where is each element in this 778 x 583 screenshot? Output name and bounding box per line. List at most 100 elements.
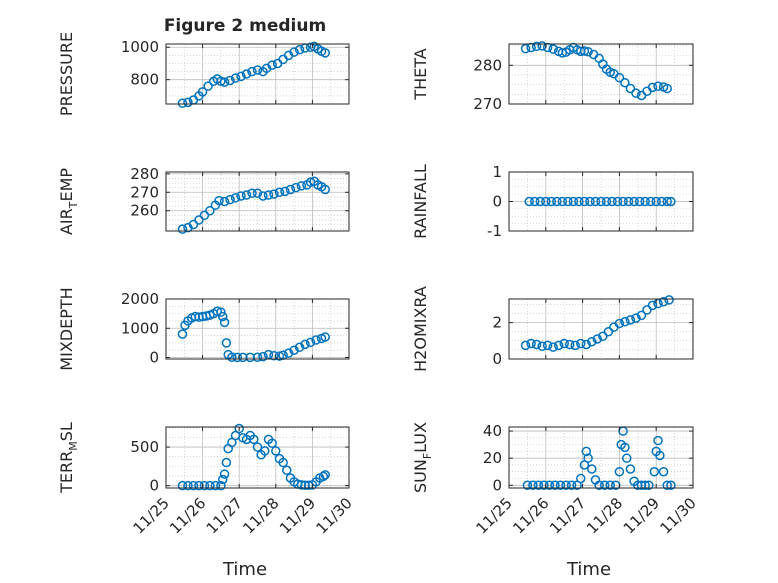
data-point [236,191,246,201]
data-point [645,196,656,207]
y-tick-label: 0 [492,193,502,211]
panel-2: 270 280 THETA [411,41,694,113]
data-point [260,446,270,456]
data-point [177,329,188,339]
data-point [666,480,676,491]
data-point [247,188,257,198]
panel-5: 0 1000 2000 MIXDEPTH [57,287,350,371]
data-point [280,186,290,197]
data-point [258,191,268,201]
data-point [622,453,632,463]
data-point [283,348,294,358]
data-point [607,196,617,207]
panel-4: -1 0 1 RAINFALL [411,163,694,240]
data-point [640,480,650,491]
panel-6: 0 2 H2OMIXRA [411,286,694,372]
data-point [177,480,188,491]
y-tick-label: 0 [492,350,502,368]
data-point [225,75,235,86]
data-point [620,316,630,327]
data-point [524,196,534,207]
y-tick-label: 0 [149,477,159,495]
y-tick-label: 1 [492,163,502,181]
data-point [219,196,230,207]
data-point [234,423,244,434]
data-point [550,480,560,491]
y-tick-label: 500 [130,438,159,456]
data-point [658,466,669,477]
data-point [216,76,226,87]
data-point [230,73,241,83]
y-tick-label: 40 [483,422,502,440]
data-point [542,42,553,53]
data-point [623,196,634,207]
data-point [631,313,641,323]
y-axis-label: SUNFLUX [411,422,434,493]
data-point [230,193,241,203]
data-point [520,43,531,54]
data-point [320,470,330,480]
data-point [653,435,663,446]
data-point [579,46,590,56]
axes-box [508,43,694,105]
axes-box [165,43,350,105]
data-point [535,196,546,207]
data-point [197,87,208,97]
data-point [305,337,316,348]
data-point [564,339,575,350]
data-point [205,205,215,216]
data-point [541,196,551,207]
data-point [563,196,573,207]
data-point [291,182,301,193]
data-point [289,345,299,355]
data-point [269,189,279,199]
data-point [219,469,230,479]
data-point [531,41,542,52]
y-tick-label: 2000 [121,290,159,308]
data-point [618,196,628,207]
axes-box [508,426,694,489]
y-tick-label: 0 [492,476,502,494]
data-point [217,474,228,485]
data-point [177,224,188,234]
data-point [533,480,544,491]
data-point [644,480,654,491]
data-point [537,341,547,352]
data-point [559,338,569,349]
y-tick-label: 800 [130,71,159,89]
data-point [318,471,329,482]
data-point [177,98,188,108]
axes-box [165,171,350,232]
data-point [320,184,330,195]
y-tick-label: 260 [130,202,159,220]
data-point [285,184,296,195]
data-point [320,332,330,342]
data-point [210,480,221,491]
data-point [300,339,310,350]
data-point [249,434,259,445]
data-point [653,81,663,91]
data-point [666,196,676,207]
data-point [526,42,536,53]
data-point [225,194,235,205]
data-point [539,480,549,491]
data-point [542,340,553,351]
x-axis-label-left: Time [222,559,267,580]
data-point [530,196,540,207]
y-axis-label: AIRTEMP [57,168,80,235]
data-point [598,331,608,342]
data-point [274,187,285,198]
data-point [252,442,263,452]
y-tick-label: 280 [473,56,502,74]
data-point [216,307,226,317]
y-axis-label: MIXDEPTH [57,287,76,370]
data-point [594,480,604,491]
data-point [282,465,292,475]
y-tick-label: 1000 [121,38,159,56]
data-point [583,46,593,57]
data-point [647,300,658,311]
y-axis-label: THETA [411,48,430,100]
data-point [252,188,263,198]
data-point [664,295,674,305]
data-point [605,480,615,491]
